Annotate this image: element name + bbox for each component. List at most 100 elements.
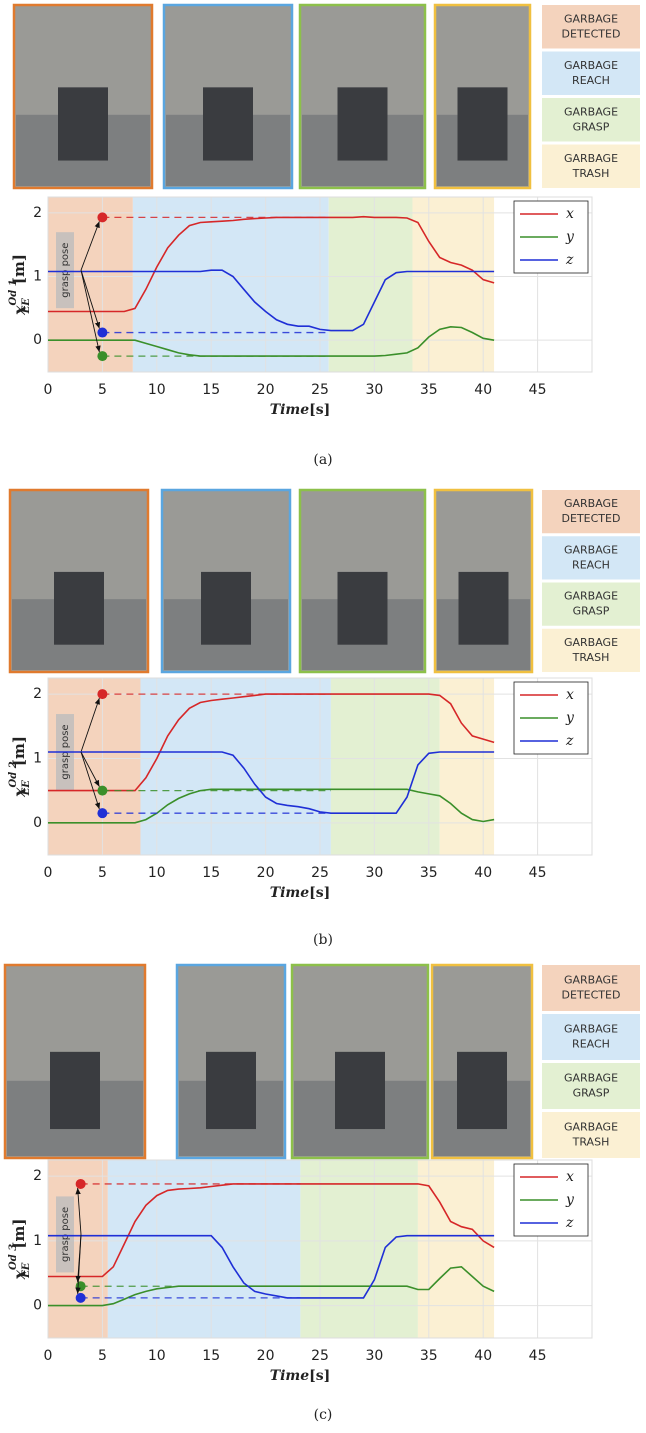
stage-label-line: GRASP [573,120,610,133]
robot-base [58,87,108,160]
legend-label: z [565,733,574,749]
x-tick-label: 25 [311,865,329,881]
y-tick-label: 1 [33,1233,42,1249]
y-tick-label: 2 [33,205,42,221]
stage-label-line: DETECTED [562,512,621,525]
stage-label-line: REACH [572,74,610,87]
robot-base [459,572,509,645]
stage-label-line: GARBAGE [564,1072,618,1085]
stage-label-line: GARBAGE [564,1121,618,1134]
grasp-point [97,351,107,361]
caption: (b) [313,932,333,948]
x-tick-label: 45 [529,1348,547,1364]
stage-label-line: DETECTED [562,27,621,40]
stage-label-line: REACH [572,1038,610,1051]
robot-base [50,1052,100,1129]
phase-band [133,197,329,372]
x-axis-label-unit: [s] [309,1368,330,1384]
robot-base [338,87,388,160]
robot-base [338,572,388,645]
stage-label-line: TRASH [572,651,610,664]
stage-label-line: GARBAGE [564,1023,618,1036]
y-axis-label: xOd 2EE[m] [8,736,32,798]
x-tick-label: 40 [474,1348,492,1364]
stage-label-line: GARBAGE [564,152,618,165]
x-tick-label: 0 [44,382,53,398]
x-axis-label-unit: [s] [309,402,330,418]
legend-label: x [566,687,574,703]
caption: (c) [314,1407,333,1423]
x-tick-label: 35 [420,865,438,881]
caption: (a) [313,452,332,468]
stage-label-line: GARBAGE [564,636,618,649]
figure: GARBAGE DETECTED GARBAGE REACH GARBAGE GRASP G… [0,0,646,1433]
y-tick-label: 2 [33,1168,42,1184]
y-axis-label: xOd 3EE[m] [8,1218,32,1280]
y-tick-label: 2 [33,686,42,702]
grasp-point [76,1281,86,1291]
phase-band [329,197,413,372]
robot-base [335,1052,385,1129]
y-tick-label: 1 [33,269,42,285]
phase-band [412,197,494,372]
y-axis-label-sub: EE [21,298,32,315]
y-tick-label: 0 [33,332,42,348]
x-tick-label: 45 [529,865,547,881]
x-axis-label: Time[s] [270,1368,331,1384]
robot-base [54,572,104,645]
x-axis-label-base: Time [270,885,310,901]
stage-label-line: GARBAGE [564,590,618,603]
x-tick-label: 15 [202,1348,220,1364]
x-tick-label: 40 [474,382,492,398]
x-tick-label: 10 [148,382,166,398]
robot-base [206,1052,256,1129]
legend-label: x [566,206,574,222]
x-tick-label: 15 [202,382,220,398]
x-tick-label: 20 [257,1348,275,1364]
stage-label-line: GARBAGE [564,12,618,25]
robot-base [203,87,253,160]
grasp-point [97,328,107,338]
robot-base [457,1052,507,1129]
y-axis-label-unit: [m] [10,254,28,284]
y-tick-label: 0 [33,815,42,831]
x-axis-label-unit: [s] [309,885,330,901]
phase-band [300,1160,418,1338]
legend-label: y [565,229,575,245]
x-tick-label: 10 [148,865,166,881]
x-axis-label-base: Time [270,1368,310,1384]
x-axis-label-base: Time [270,402,310,418]
x-tick-label: 20 [257,382,275,398]
y-axis-label-unit: [m] [10,736,28,766]
x-tick-label: 30 [365,382,383,398]
x-tick-label: 5 [98,382,107,398]
legend-label: z [565,252,574,268]
grasp-point [97,808,107,818]
stage-label-line: TRASH [572,1136,610,1149]
x-axis-label: Time[s] [270,885,331,901]
grasp-point [97,689,107,699]
legend-label: z [565,1215,574,1231]
x-tick-label: 20 [257,865,275,881]
robot-base [458,87,508,160]
x-tick-label: 25 [311,382,329,398]
stage-label-line: GARBAGE [564,105,618,118]
x-tick-label: 45 [529,382,547,398]
stage-label-line: GARBAGE [564,974,618,987]
legend-label: x [566,1169,574,1185]
x-tick-label: 15 [202,865,220,881]
phase-band [331,678,440,855]
stage-label-line: GARBAGE [564,59,618,72]
phase-band [140,678,330,855]
annotation: grasp pose [60,243,71,298]
y-tick-label: 0 [33,1298,42,1314]
x-tick-label: 0 [44,1348,53,1364]
stage-label-line: TRASH [572,167,610,180]
stage-label-line: GRASP [573,1087,610,1100]
x-tick-label: 30 [365,1348,383,1364]
x-tick-label: 5 [98,865,107,881]
phase-band [440,678,494,855]
x-tick-label: 35 [420,382,438,398]
y-axis-label-sub: EE [21,1262,32,1279]
legend-label: y [565,1192,575,1208]
